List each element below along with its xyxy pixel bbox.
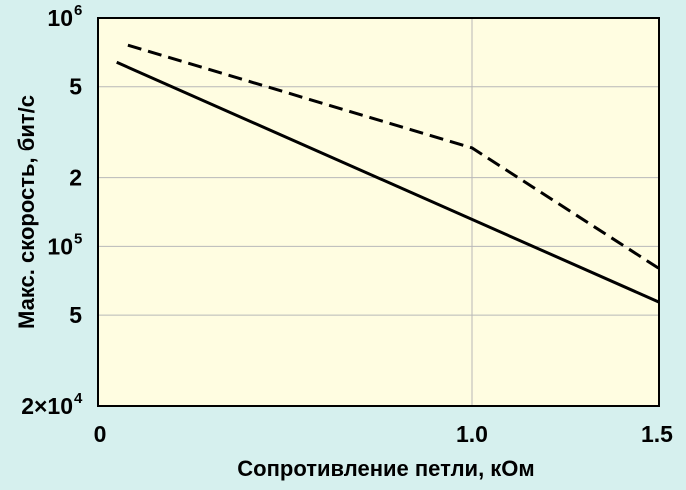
y-tick-label-5: 2×10 (21, 393, 73, 419)
x-tick-label-2: 1.5 (641, 421, 673, 447)
y-tick-label-4: 5 (69, 302, 82, 328)
x-tick-labels: 0 1.0 1.5 (94, 421, 674, 447)
x-tick-label-0: 0 (94, 421, 107, 447)
plot-area (97, 17, 660, 407)
y-axis-title: Макс. скорость, бит/с (14, 95, 39, 329)
y-tick-exponent-3: 5 (74, 230, 82, 247)
x-tick-label-1: 1.0 (456, 421, 488, 447)
y-tick-label-1: 5 (69, 74, 82, 100)
y-tick-exponent-0: 6 (74, 2, 82, 19)
series-group (116, 43, 660, 304)
series-line-solid (116, 60, 660, 304)
y-tick-label-3: 10 (47, 233, 73, 259)
y-tick-label-2: 2 (69, 165, 82, 191)
grid-lines (98, 18, 659, 406)
y-tick-label-0: 10 (47, 5, 73, 31)
plot-frame (97, 17, 660, 407)
x-axis-title: Сопротивление петли, кОм (237, 456, 534, 481)
series-line-dashed (127, 43, 660, 270)
y-tick-exponent-5: 4 (74, 390, 83, 407)
